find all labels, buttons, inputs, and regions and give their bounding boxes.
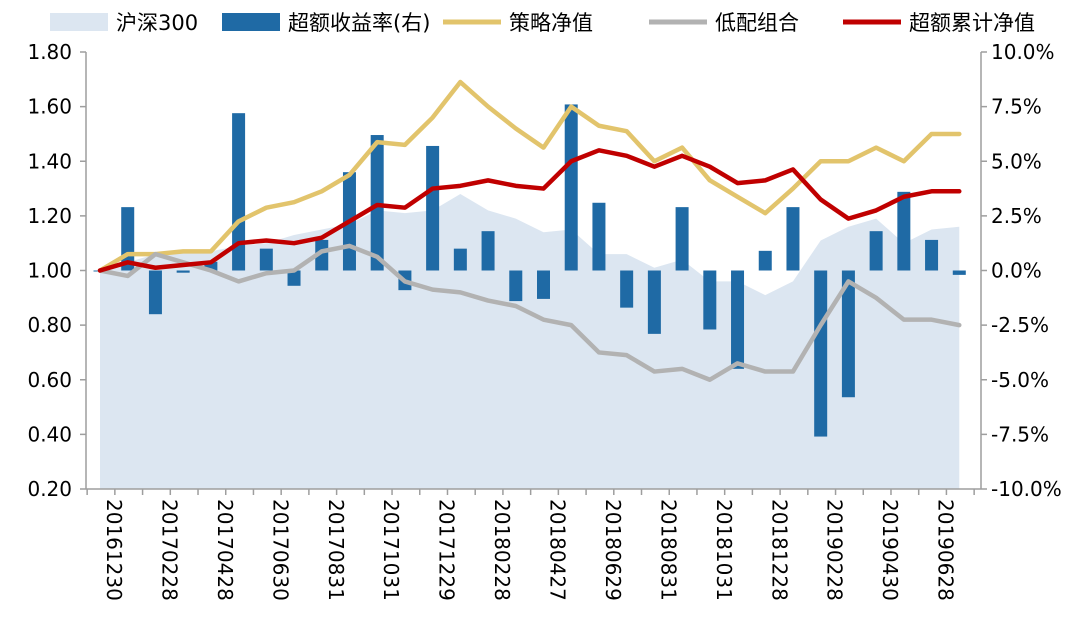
excess-return-bar [204,261,218,271]
x-tick-label: 20170428 [213,499,237,601]
legend-label: 低配组合 [715,11,799,35]
right-tick-label: -5.0% [991,368,1049,392]
area-series-hs300 [100,194,960,489]
excess-return-bar [675,207,689,271]
excess-return-bar [897,191,911,271]
x-tick-label: 20181228 [767,499,791,601]
underweight-portfolio-line [97,243,962,382]
right-tick-label: 7.5% [991,95,1042,119]
excess-return-bar [287,270,301,286]
excess-return-bar [481,231,495,271]
right-tick-label: 10.0% [991,40,1055,64]
legend-label: 超额收益率(右) [288,11,430,35]
x-tick-label: 20170228 [157,499,181,601]
excess-return-bar [537,270,550,299]
left-tick-label: 1.40 [27,149,72,173]
cumulative-excess-nav-line [97,148,962,273]
strategy-nav-line [97,79,962,273]
excess-return-bar [731,270,745,369]
legend-label: 超额累计净值 [909,11,1035,35]
excess-return-bar [259,248,273,271]
excess-return-bar [786,207,800,271]
x-tick-label: 20180228 [490,499,514,601]
area-layer [100,194,960,489]
excess-return-bar [592,202,606,271]
legend-swatch-bar [222,13,280,31]
right-tick-label: -2.5% [991,313,1049,337]
excess-return-bar [814,270,828,437]
x-tick-label: 20180427 [546,499,570,601]
right-tick-label: -7.5% [991,422,1049,446]
left-tick-label: 0.60 [27,368,72,392]
right-tick-label: -10.0% [991,477,1062,501]
x-tick-label: 20181031 [712,499,736,601]
line-layer [97,79,962,382]
excess-return-bar [758,250,772,271]
x-tick-label: 20170831 [324,499,348,601]
excess-return-bar [925,239,939,271]
excess-return-bar [703,270,717,330]
excess-return-bar [453,248,467,271]
excess-return-bar [315,239,329,271]
right-tick-label: 2.5% [991,204,1042,228]
x-tick-label: 20180629 [601,499,625,601]
excess-return-bar [620,270,634,308]
x-tick-label: 20190228 [823,499,847,601]
excess-return-bar [647,270,661,334]
left-tick-label: 0.20 [27,477,72,501]
x-tick-label: 20190430 [878,499,902,601]
legend-label: 策略净值 [509,11,593,35]
x-tick-label: 20180831 [656,499,680,601]
excess-return-bar [564,104,578,271]
x-tick-label: 20190628 [934,499,958,601]
excess-return-bar [232,113,246,271]
excess-return-bar [952,270,966,275]
x-tick-label: 20171229 [435,499,459,601]
legend-label: 沪深300 [116,11,198,35]
left-tick-label: 1.80 [27,40,72,64]
axis-layer: 0.20 0.40 0.60 0.80 1.00 1.20 1.40 1.60 1.80 -10.… [27,40,1061,601]
excess-return-bar [869,231,883,271]
legend: 沪深300 超额收益率(右) 策略净值 低配组合 超额累计净值 [50,11,1035,35]
left-tick-label: 0.80 [27,313,72,337]
x-tick-label: 20171031 [379,499,403,601]
left-tick-label: 0.40 [27,422,72,446]
excess-return-bar [148,270,162,315]
excess-return-bar [426,145,440,271]
legend-swatch-area [50,13,108,31]
right-tick-label: 0.0% [991,259,1042,283]
excess-return-bar [841,270,855,398]
right-tick-label: 5.0% [991,149,1042,173]
excess-return-bar [509,270,523,302]
left-tick-label: 1.20 [27,204,72,228]
left-tick-label: 1.00 [27,259,72,283]
excess-return-bar [176,270,190,273]
left-tick-label: 1.60 [27,95,72,119]
x-tick-label: 20161230 [102,499,126,601]
x-tick-label: 20170630 [268,499,292,601]
